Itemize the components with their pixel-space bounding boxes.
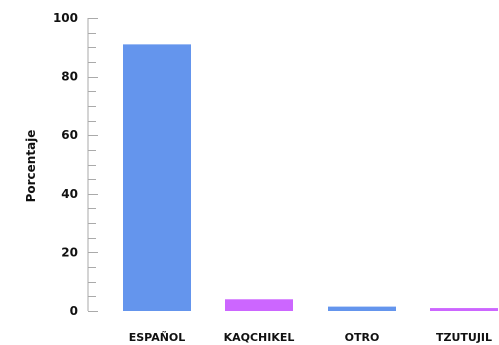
y-tick-label-0: 0	[70, 304, 78, 318]
x-tick-label-kaqchikel: KAQCHIKEL	[224, 331, 295, 344]
y-tick-label-20: 20	[61, 245, 78, 259]
bar-español	[123, 44, 191, 312]
x-tick-label-tzutujil: TZUTUJIL	[436, 331, 492, 344]
bar-kaqchikel	[225, 299, 293, 311]
y-tick-label-60: 60	[61, 128, 78, 142]
bar-otro	[328, 306, 396, 311]
y-tick-label-40: 40	[61, 187, 78, 201]
bars	[123, 44, 498, 312]
y-axis: 0 20 40 60 80 100	[53, 11, 98, 318]
y-tick-label-80: 80	[61, 70, 78, 84]
x-axis-labels: ESPAÑOL KAQCHIKEL OTRO TZUTUJIL	[129, 331, 492, 344]
bar-tzutujil	[430, 308, 498, 311]
y-tick-label-100: 100	[53, 11, 78, 25]
x-tick-label-español: ESPAÑOL	[129, 331, 186, 344]
x-tick-label-otro: OTRO	[345, 331, 380, 344]
y-axis-title: Porcentaje	[24, 130, 38, 203]
